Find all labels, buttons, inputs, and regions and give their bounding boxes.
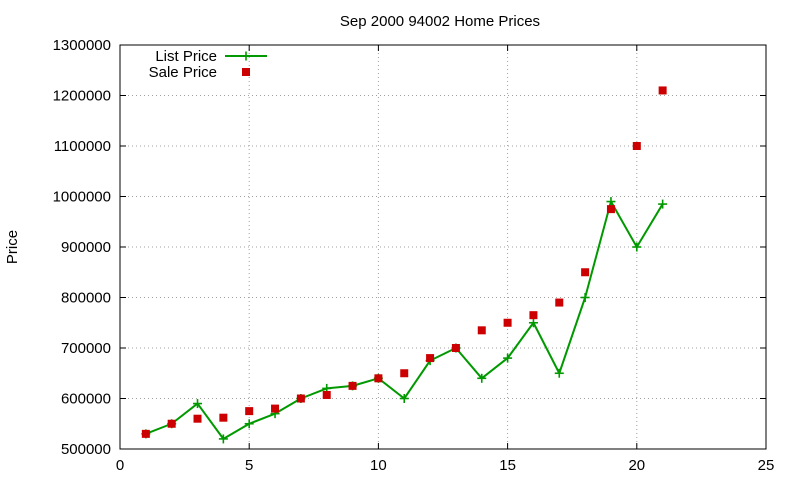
sale-price-point [374,374,383,383]
list-price-point [193,399,203,409]
sale-price-point [167,419,176,428]
x-tick-label: 25 [758,457,775,474]
legend-label: List Price [155,48,217,65]
chart-title: Sep 2000 94002 Home Prices [340,13,540,30]
list-price-line [145,200,664,440]
list-price-point [580,293,590,302]
y-tick-label: 1200000 [53,88,111,105]
sale-price-point [348,381,357,390]
sale-price-point [477,326,486,335]
sale-price-point [141,429,150,438]
y-axis-label: Price [4,230,21,264]
sale-price-point [296,394,305,403]
list-price-point [477,373,487,383]
sale-price-point [193,414,202,423]
series-0 [141,197,668,444]
sale-price-point [322,390,331,399]
series-1 [141,86,667,438]
sale-price-point [658,86,667,95]
sale-price-point [581,268,590,277]
sale-price-point [400,369,409,378]
sale-price-point [271,404,280,413]
x-tick-label: 10 [370,457,387,474]
x-tick-label: 15 [499,457,516,474]
legend-entry-0: List Price [155,48,267,65]
list-price-point [399,394,409,403]
sale-price-point [555,298,564,307]
sale-price-point [245,407,254,416]
sale-price-point [606,205,615,214]
sale-price-point [426,354,435,363]
y-tick-label: 1100000 [54,138,111,155]
list-price-point [503,353,513,363]
list-price-point [658,199,668,209]
x-tick-label: 5 [245,457,253,474]
x-tick-label: 0 [116,457,124,474]
y-tick-label: 1000000 [53,189,111,206]
sale-price-point [632,142,641,150]
sale-price-point [503,318,512,327]
legend-square-swatch [242,68,250,76]
data-series [141,86,668,444]
y-tick-label: 800000 [61,290,111,307]
list-price-point [632,242,642,252]
y-tick-label: 900000 [61,239,111,256]
grid-lines [120,45,766,449]
legend-plus-swatch [241,51,251,61]
list-price-point [218,434,228,444]
list-price-point [606,197,616,207]
legend-label: Sale Price [149,64,217,81]
axis-ticks: 0 5 10 15 20 25 500000 600000 700000 800000 900000… [53,37,775,474]
x-tick-label: 20 [628,457,645,474]
sale-price-point [451,344,460,352]
y-tick-label: 500000 [61,441,111,458]
y-tick-label: 600000 [61,391,111,408]
legend-entry-1: Sale Price [149,64,250,81]
sale-price-point [529,311,538,320]
list-price-point [528,318,538,328]
sale-price-point [219,413,228,422]
y-tick-label: 1300000 [53,37,111,54]
list-price-point [244,419,254,429]
list-price-point [554,368,564,378]
y-tick-label: 700000 [61,340,111,357]
